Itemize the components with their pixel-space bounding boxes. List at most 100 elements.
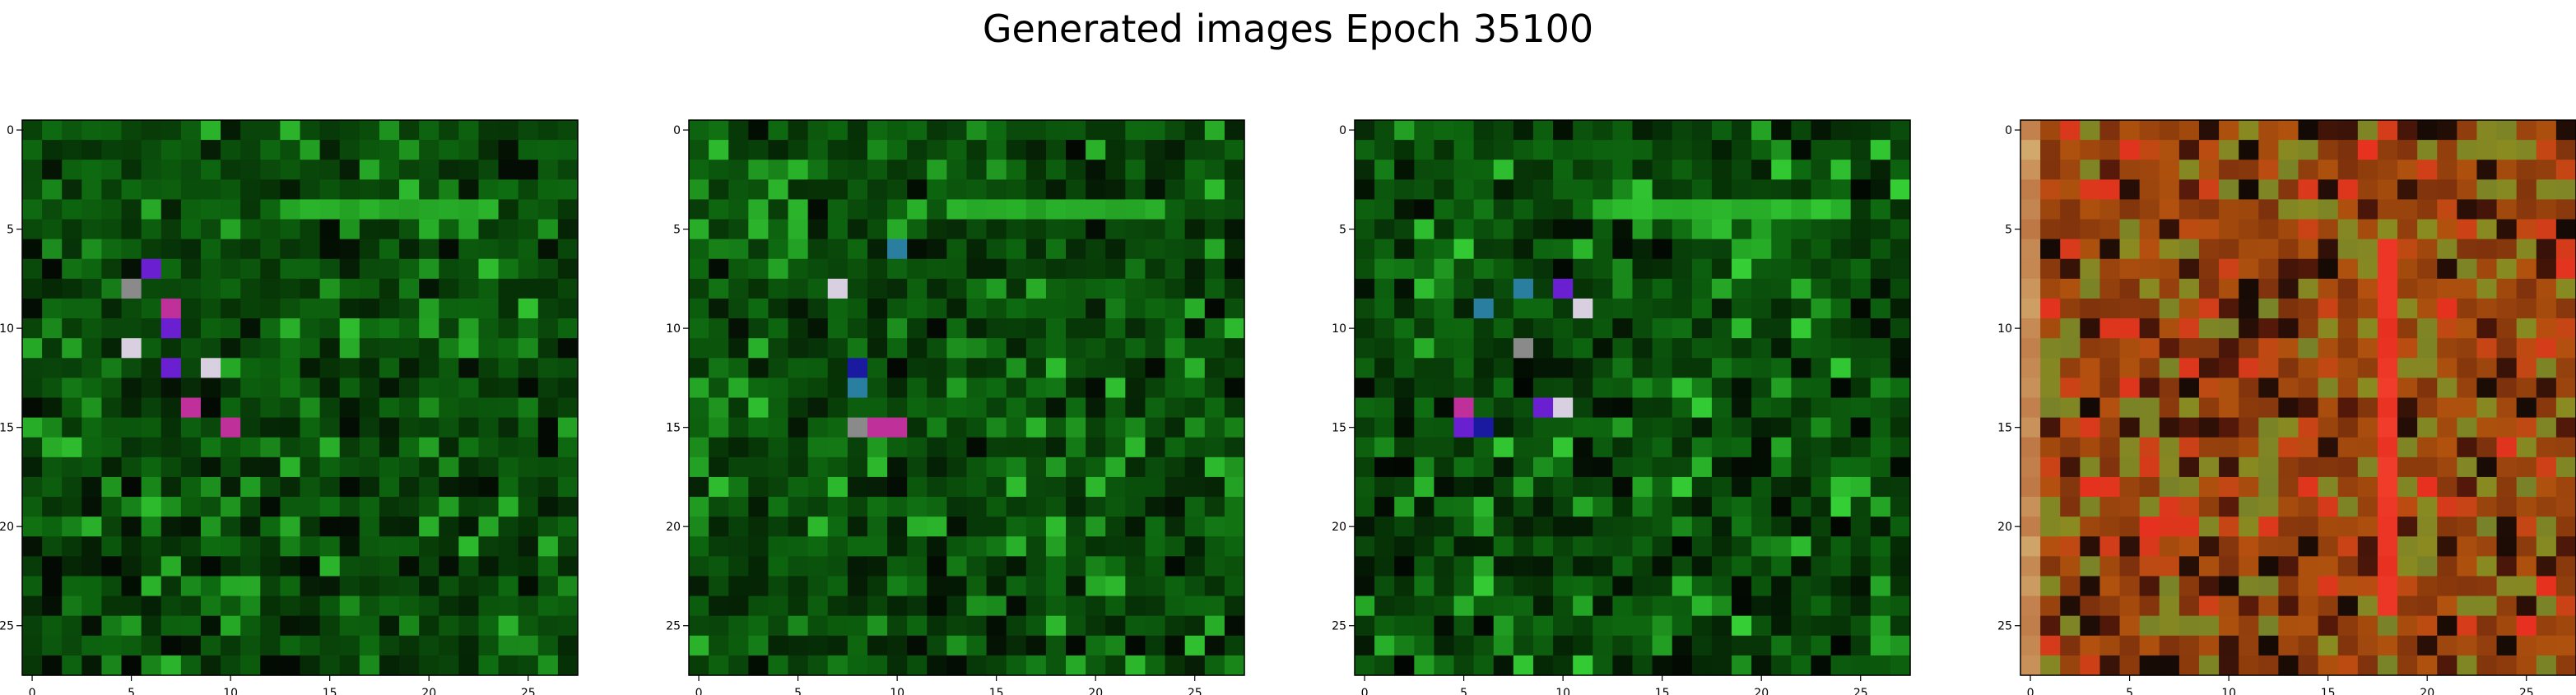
pixel-cell xyxy=(2159,318,2180,339)
pixel-cell xyxy=(1691,358,1713,378)
pixel-cell xyxy=(1553,378,1574,399)
pixel-cell xyxy=(1165,615,1186,637)
pixel-cell xyxy=(537,655,559,676)
pixel-cell xyxy=(1374,536,1395,557)
pixel-cell xyxy=(1224,318,1245,339)
pixel-cell xyxy=(2397,278,2418,299)
pixel-cell xyxy=(1125,140,1146,160)
pixel-cell xyxy=(2496,536,2518,557)
pixel-cell xyxy=(788,595,809,617)
pixel-cell xyxy=(62,556,82,577)
pixel-cell xyxy=(1414,338,1435,359)
pixel-cell xyxy=(748,199,770,220)
pixel-cell xyxy=(2119,655,2141,676)
pixel-cell xyxy=(827,655,849,676)
pixel-cell xyxy=(768,417,789,438)
pixel-cell xyxy=(748,278,770,299)
pixel-cell xyxy=(986,358,1007,378)
pixel-cell xyxy=(1811,278,1832,299)
pixel-cell xyxy=(1374,635,1395,656)
pixel-cell xyxy=(1751,378,1772,399)
pixel-cell xyxy=(1553,456,1574,478)
pixel-cell xyxy=(827,298,849,319)
pixel-cell xyxy=(1513,417,1534,438)
pixel-cell xyxy=(478,298,500,319)
pixel-cell xyxy=(1493,437,1514,458)
pixel-cell xyxy=(1672,258,1693,280)
pixel-cell xyxy=(1513,239,1534,260)
pixel-cell xyxy=(1691,239,1713,260)
pixel-cell xyxy=(807,497,829,517)
pixel-cell xyxy=(1086,476,1106,498)
pixel-cell xyxy=(439,536,459,557)
pixel-cell xyxy=(2457,497,2478,517)
pixel-cell xyxy=(2060,497,2081,517)
pixel-cell xyxy=(557,556,579,577)
pixel-cell xyxy=(1573,576,1593,597)
pixel-cell xyxy=(1493,358,1514,378)
pixel-cell xyxy=(748,536,770,557)
pixel-cell xyxy=(2397,517,2418,537)
pixel-cell xyxy=(907,298,928,319)
pixel-cell xyxy=(537,556,559,577)
pixel-cell xyxy=(1224,476,1245,498)
pixel-cell xyxy=(827,120,849,141)
pixel-cell xyxy=(2080,258,2101,280)
pixel-cell xyxy=(2397,378,2418,399)
pixel-cell xyxy=(1513,140,1534,160)
pixel-cell xyxy=(280,615,301,637)
pixel-cell xyxy=(748,338,770,359)
pixel-cell xyxy=(788,456,809,478)
pixel-cell xyxy=(2496,179,2518,201)
pixel-cell xyxy=(478,556,500,577)
pixel-cell xyxy=(1870,258,1891,280)
pixel-cell xyxy=(2555,556,2576,577)
pixel-cell xyxy=(1691,615,1713,637)
pixel-cell xyxy=(81,160,103,180)
pixel-cell xyxy=(280,576,301,597)
pixel-cell xyxy=(478,219,500,240)
pixel-cell xyxy=(1184,278,1206,299)
pixel-cell xyxy=(2357,536,2378,557)
pixel-cell xyxy=(1025,358,1047,378)
pixel-cell xyxy=(1811,338,1832,359)
pixel-cell xyxy=(1184,536,1206,557)
pixel-cell xyxy=(1453,278,1475,299)
pixel-cell xyxy=(2258,258,2279,280)
pixel-cell xyxy=(2437,615,2457,637)
pixel-cell xyxy=(748,219,770,240)
pixel-cell xyxy=(439,199,459,220)
pixel-cell xyxy=(1493,199,1514,220)
pixel-cell xyxy=(1434,199,1455,220)
pixel-cell xyxy=(827,476,849,498)
pixel-cell xyxy=(2496,358,2518,378)
pixel-cell xyxy=(101,556,123,577)
y-tick-label: 15 xyxy=(1332,422,1346,435)
pixel-cell xyxy=(1025,576,1047,597)
pixel-cell xyxy=(1870,576,1891,597)
pixel-cell xyxy=(1414,556,1435,577)
pixel-cell xyxy=(1394,219,1415,240)
pixel-cell xyxy=(2377,456,2398,478)
pixel-cell xyxy=(2457,199,2478,220)
pixel-cell xyxy=(399,318,420,339)
pixel-cell xyxy=(1355,497,1375,517)
pixel-cell xyxy=(1532,476,1554,498)
pixel-cell xyxy=(1374,338,1395,359)
pixel-cell xyxy=(1434,517,1455,537)
pixel-cell xyxy=(1165,655,1186,676)
pixel-cell xyxy=(966,476,988,498)
pixel-cell xyxy=(1414,595,1435,617)
pixel-cell xyxy=(2239,595,2259,617)
pixel-cell xyxy=(280,536,301,557)
pixel-cell xyxy=(419,635,439,656)
pixel-cell xyxy=(1593,278,1613,299)
pixel-cell xyxy=(1791,219,1812,240)
pixel-cell xyxy=(101,219,123,240)
pixel-cell xyxy=(1513,199,1534,220)
pixel-cell xyxy=(1890,655,1911,676)
pixel-cell xyxy=(2060,140,2081,160)
pixel-cell xyxy=(1493,258,1514,280)
pixel-cell xyxy=(827,497,849,517)
pixel-cell xyxy=(2258,497,2279,517)
